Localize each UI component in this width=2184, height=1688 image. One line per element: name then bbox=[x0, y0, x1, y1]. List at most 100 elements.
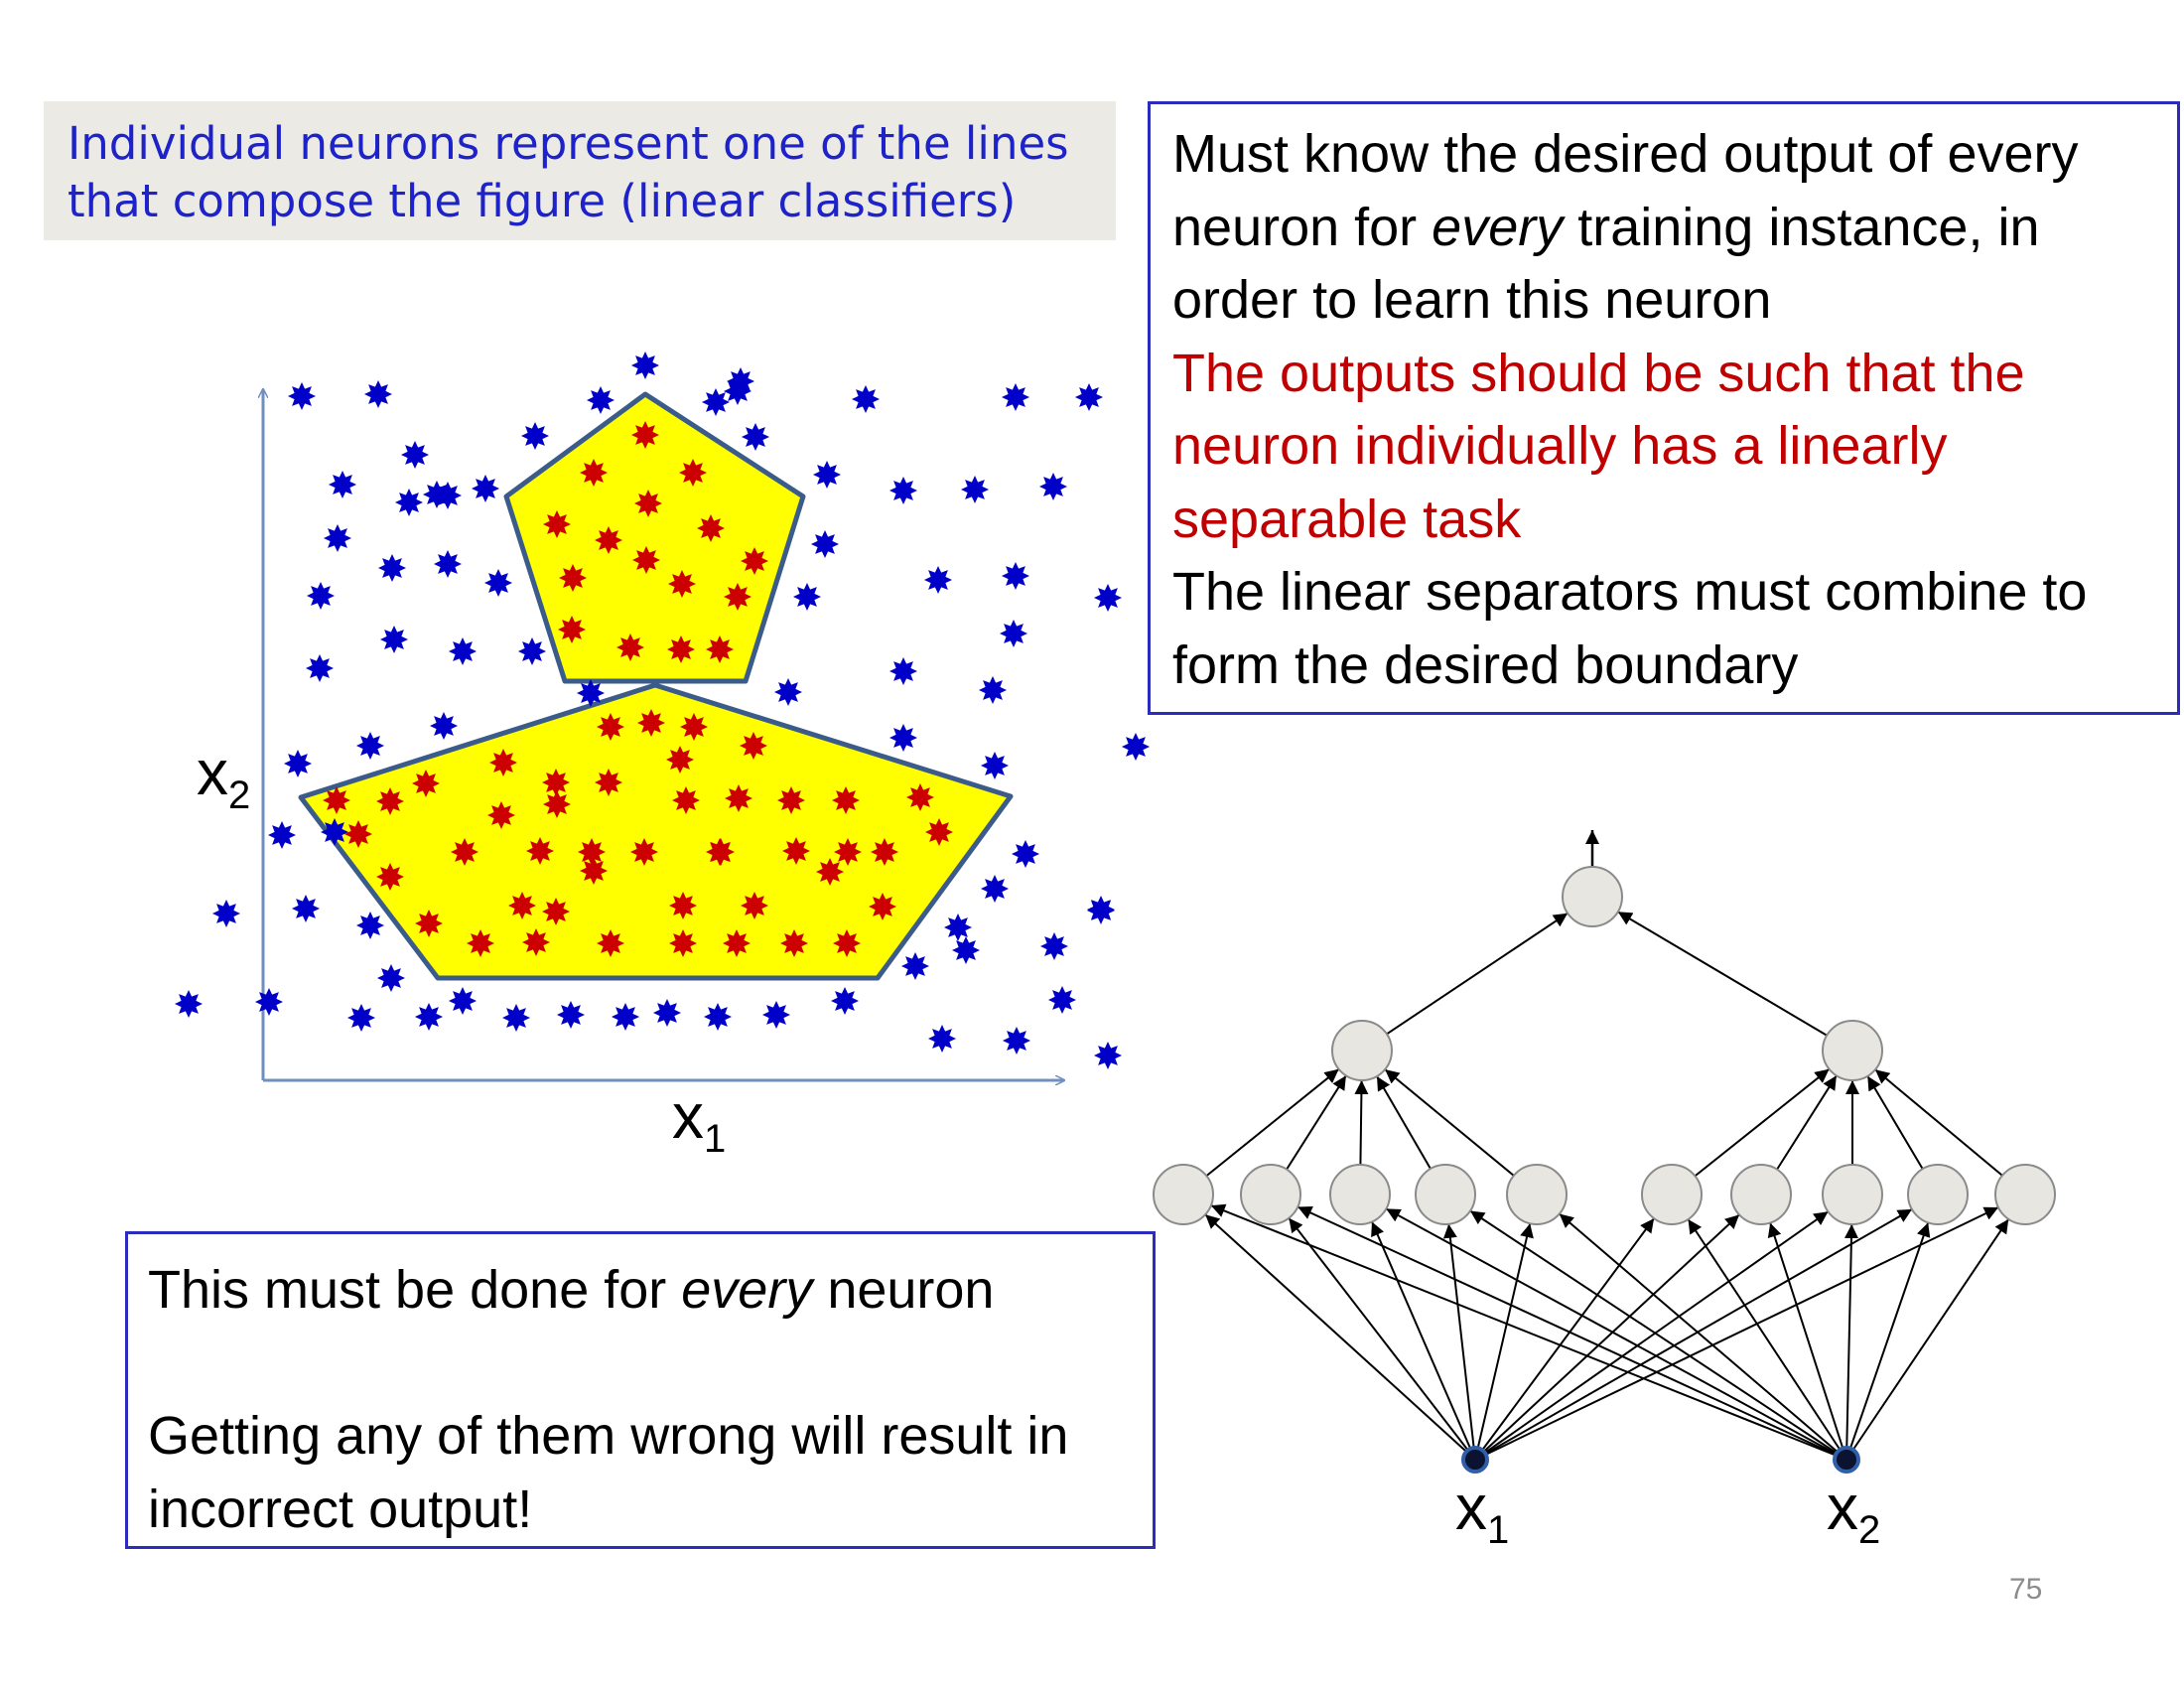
outside-point bbox=[521, 422, 549, 450]
outside-point bbox=[852, 385, 880, 413]
input-edge bbox=[1385, 1207, 1847, 1461]
req-line-8: form the desired boundary bbox=[1172, 634, 1799, 695]
inside-point bbox=[526, 837, 554, 865]
input-edge bbox=[1474, 1208, 1913, 1461]
inside-point bbox=[777, 786, 805, 814]
input-edge bbox=[1843, 1223, 1858, 1461]
inside-point bbox=[543, 510, 571, 538]
outside-point bbox=[901, 952, 929, 980]
input-edge bbox=[1297, 1205, 1847, 1461]
first-layer-node bbox=[1730, 1164, 1792, 1225]
second-layer-node bbox=[1822, 1020, 1883, 1081]
hidden-edge bbox=[1671, 1067, 1831, 1196]
outside-point bbox=[557, 1001, 585, 1029]
outside-point bbox=[212, 900, 240, 927]
inside-point bbox=[637, 709, 665, 737]
outside-point bbox=[762, 1001, 790, 1029]
inside-point bbox=[597, 929, 624, 957]
input-label-x2: x2 bbox=[1827, 1472, 1880, 1552]
inside-point bbox=[630, 838, 658, 866]
network-edges bbox=[1182, 911, 2026, 1461]
inside-point bbox=[344, 820, 372, 848]
req-emphasis-every: every bbox=[1432, 197, 1564, 257]
inside-point bbox=[542, 898, 570, 925]
network-nodes bbox=[1153, 866, 2056, 1474]
input-edge bbox=[1371, 1221, 1476, 1461]
outside-point bbox=[1075, 383, 1103, 411]
outside-point bbox=[380, 626, 408, 653]
inside-point bbox=[595, 769, 622, 796]
inside-point bbox=[740, 732, 767, 760]
outside-point bbox=[928, 1025, 956, 1053]
input-edge bbox=[1288, 1217, 1476, 1461]
outside-point bbox=[774, 678, 802, 706]
inside-point bbox=[669, 929, 697, 957]
input-edge bbox=[1474, 1206, 1999, 1461]
warn-emphasis-every: every bbox=[681, 1260, 813, 1320]
input-edge bbox=[1767, 1222, 1847, 1461]
outside-point bbox=[356, 732, 384, 760]
first-layer-node bbox=[1506, 1164, 1568, 1225]
outside-point bbox=[653, 999, 681, 1027]
req-line-1: Must know the desired output of every bbox=[1172, 124, 2079, 184]
outside-point bbox=[288, 382, 316, 410]
input-edge bbox=[1469, 1209, 1847, 1461]
hidden-edge bbox=[1384, 1068, 1538, 1196]
warn-line-4: incorrect output! bbox=[148, 1478, 533, 1539]
hidden-edge bbox=[1874, 1068, 2026, 1196]
outside-point bbox=[284, 750, 312, 777]
input-edge bbox=[1442, 1223, 1476, 1461]
inside-point bbox=[467, 929, 494, 957]
input-edge bbox=[1204, 1213, 1476, 1461]
warn-line-3: Getting any of them wrong will result in bbox=[148, 1406, 1069, 1466]
first-layer-node bbox=[1994, 1164, 2056, 1225]
input-edge bbox=[1474, 1217, 1655, 1461]
input-edge bbox=[1845, 1222, 1931, 1461]
outside-point bbox=[395, 489, 423, 516]
slide-number: 75 bbox=[2009, 1573, 2043, 1606]
req-line-4: The outputs should be such that the bbox=[1172, 343, 2025, 403]
outside-point bbox=[1094, 584, 1122, 612]
x-axis-subscript: 1 bbox=[704, 1117, 726, 1161]
inside-point bbox=[487, 801, 515, 829]
inside-point bbox=[666, 746, 694, 774]
inside-point bbox=[741, 892, 768, 919]
outside-point bbox=[889, 724, 917, 752]
inside-point bbox=[376, 863, 404, 891]
requirements-box: Must know the desired output of every ne… bbox=[1148, 101, 2180, 715]
outside-point bbox=[377, 964, 405, 992]
inside-point bbox=[680, 713, 708, 741]
inside-point bbox=[415, 910, 443, 937]
input-edge bbox=[1474, 1210, 1830, 1461]
req-line-3: order to learn this neuron bbox=[1172, 270, 1772, 330]
y-axis-subscript: 2 bbox=[228, 774, 250, 817]
inside-point bbox=[834, 838, 862, 866]
first-layer-node bbox=[1240, 1164, 1301, 1225]
outside-point bbox=[1040, 932, 1068, 960]
data-points bbox=[175, 352, 1150, 1069]
outside-point bbox=[979, 676, 1007, 704]
outside-point bbox=[415, 1003, 443, 1031]
lower-pentagon bbox=[298, 682, 1014, 981]
outside-point bbox=[1002, 562, 1029, 590]
outside-point bbox=[347, 1004, 375, 1032]
input-edge bbox=[1687, 1218, 1847, 1461]
req-line-2a: neuron for bbox=[1172, 197, 1433, 257]
outside-point bbox=[1122, 733, 1150, 761]
inside-point bbox=[780, 929, 808, 957]
outside-point bbox=[1000, 620, 1027, 647]
inside-point bbox=[925, 818, 953, 846]
warning-box: This must be done for every neuron Getti… bbox=[125, 1231, 1156, 1549]
outside-point bbox=[612, 1003, 639, 1031]
outside-point bbox=[518, 637, 546, 665]
inside-point bbox=[679, 459, 707, 487]
first-layer-node bbox=[1415, 1164, 1476, 1225]
inside-point bbox=[816, 858, 844, 886]
input-label-x1: x1 bbox=[1455, 1472, 1509, 1552]
first-layer-node bbox=[1153, 1164, 1214, 1225]
note-line-1: Individual neurons represent one of the … bbox=[68, 117, 1069, 170]
note-box: Individual neurons represent one of the … bbox=[44, 101, 1116, 240]
outside-point bbox=[484, 569, 512, 597]
outside-point bbox=[1048, 986, 1076, 1014]
